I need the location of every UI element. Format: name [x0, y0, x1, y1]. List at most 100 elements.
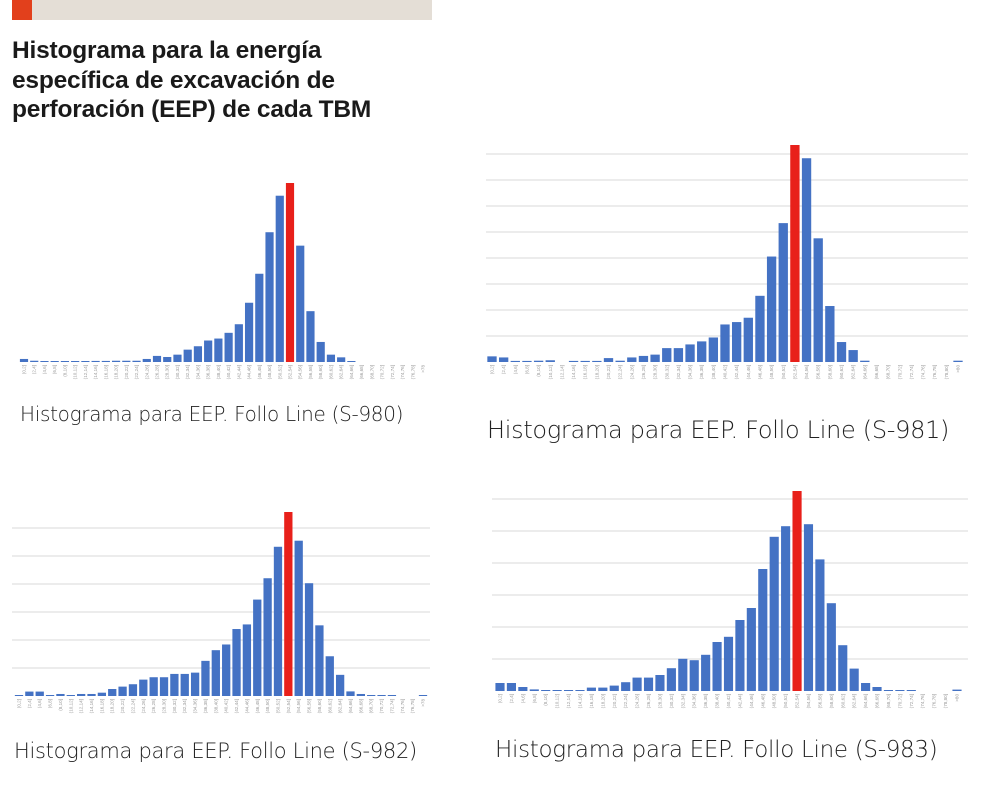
- x-tick-label: (6,8]: [52, 365, 57, 374]
- x-tick-label: (44,46]: [749, 694, 754, 708]
- x-tick-label: (12,14]: [566, 694, 571, 708]
- x-tick-label: (0,2]: [498, 694, 503, 703]
- bar: [387, 695, 397, 696]
- x-tick-label: (2,4]: [32, 365, 37, 374]
- bar: [81, 361, 90, 362]
- x-tick-label: (58,60]: [829, 694, 834, 708]
- bar: [731, 322, 742, 362]
- bar: [813, 238, 823, 362]
- bar: [872, 687, 882, 691]
- bar: [244, 302, 254, 362]
- x-tick-label: (16,18]: [583, 365, 588, 379]
- bar: [510, 360, 520, 362]
- x-tick-label: (58,60]: [317, 699, 322, 713]
- x-tick-label: (12,14]: [83, 365, 88, 379]
- bar: [621, 682, 631, 691]
- x-tick-label: (2,4]: [509, 694, 514, 703]
- x-tick-label: (44,46]: [746, 365, 751, 379]
- x-tick-label: (28,30]: [162, 699, 167, 713]
- x-tick-label: (10,12]: [555, 694, 560, 708]
- bar: [563, 690, 574, 691]
- x-tick-label: (44,46]: [247, 365, 252, 379]
- x-tick-label: (18,20]: [110, 699, 115, 713]
- bar: [655, 675, 665, 691]
- x-tick-label: (74,76]: [400, 365, 405, 379]
- bar: [815, 559, 825, 691]
- bar: [152, 355, 162, 362]
- x-tick-label: (42,44]: [734, 365, 739, 379]
- bar: [170, 673, 179, 696]
- bar: [746, 608, 756, 691]
- x-tick-label: (18,20]: [600, 694, 605, 708]
- x-tick-label: (36,38]: [703, 694, 708, 708]
- bar: [495, 683, 505, 691]
- x-tick-label: (56,58]: [308, 365, 313, 379]
- bar: [255, 273, 264, 362]
- x-tick-label: (34,36]: [193, 699, 198, 713]
- x-tick-label: (60,62]: [327, 699, 332, 713]
- bar: [232, 629, 241, 696]
- x-tick-label: >78: [421, 699, 426, 707]
- bar: [25, 691, 34, 696]
- bar: [708, 337, 719, 362]
- x-tick-label: (38,40]: [216, 365, 221, 379]
- bar: [304, 583, 314, 696]
- x-tick-label: (46,48]: [760, 694, 765, 708]
- x-tick-label: (52,54]: [792, 365, 797, 379]
- bar: [632, 677, 642, 691]
- x-tick-label: (8,10]: [536, 365, 541, 377]
- x-tick-label: (30,32]: [669, 694, 674, 708]
- bar: [758, 569, 768, 691]
- x-tick-label: (14,16]: [89, 699, 94, 713]
- x-tick-label: (70,72]: [897, 694, 902, 708]
- bar: [953, 360, 963, 362]
- bar: [263, 578, 272, 696]
- x-tick-label: (70,72]: [897, 365, 902, 379]
- bar: [575, 690, 585, 691]
- x-tick-label: (48,50]: [772, 694, 777, 708]
- bar: [50, 361, 59, 362]
- x-tick-label: (64,66]: [862, 365, 867, 379]
- x-tick-label: (42,44]: [737, 694, 742, 708]
- bar: [132, 360, 141, 362]
- bar: [666, 668, 676, 691]
- x-tick-label: (34,36]: [195, 365, 200, 379]
- accent-square: [12, 0, 32, 20]
- bar: [609, 685, 619, 691]
- x-tick-label: (4,6]: [513, 365, 518, 374]
- x-tick-label: (68,70]: [886, 365, 891, 379]
- x-tick-label: (72,74]: [389, 699, 394, 713]
- x-tick-label: >80: [956, 365, 961, 373]
- x-tick-label: (60,62]: [840, 694, 845, 708]
- bar: [60, 361, 70, 362]
- x-tick-label: (6,8]: [524, 365, 529, 374]
- x-tick-label: (58,60]: [827, 365, 832, 379]
- bar: [755, 295, 765, 362]
- bar: [356, 693, 365, 696]
- x-tick-label: (38,40]: [715, 694, 720, 708]
- x-tick-label: (46,48]: [257, 365, 262, 379]
- x-tick-label: (70,72]: [379, 699, 384, 713]
- bar: [598, 687, 608, 691]
- bar: [580, 360, 590, 362]
- bar: [522, 360, 532, 362]
- bar: [35, 691, 44, 696]
- x-tick-label: (16,18]: [589, 694, 594, 708]
- bar: [66, 695, 75, 696]
- x-tick-label: (68,70]: [369, 365, 374, 379]
- x-tick-label: (76,78]: [410, 699, 415, 713]
- x-tick-label: (10,12]: [68, 699, 73, 713]
- x-tick-label: (30,32]: [172, 699, 177, 713]
- bar: [678, 658, 688, 691]
- x-tick-label: (64,66]: [349, 365, 354, 379]
- x-tick-label: (74,76]: [921, 365, 926, 379]
- x-tick-label: (54,56]: [804, 365, 809, 379]
- x-tick-label: (44,46]: [244, 699, 249, 713]
- bar: [87, 693, 96, 696]
- x-tick-label: (36,38]: [206, 365, 211, 379]
- x-tick-label: (24,26]: [635, 694, 640, 708]
- bar: [586, 687, 596, 691]
- x-tick-label: (32,34]: [185, 365, 190, 379]
- bar: [685, 344, 695, 362]
- x-tick-label: (28,30]: [653, 365, 658, 379]
